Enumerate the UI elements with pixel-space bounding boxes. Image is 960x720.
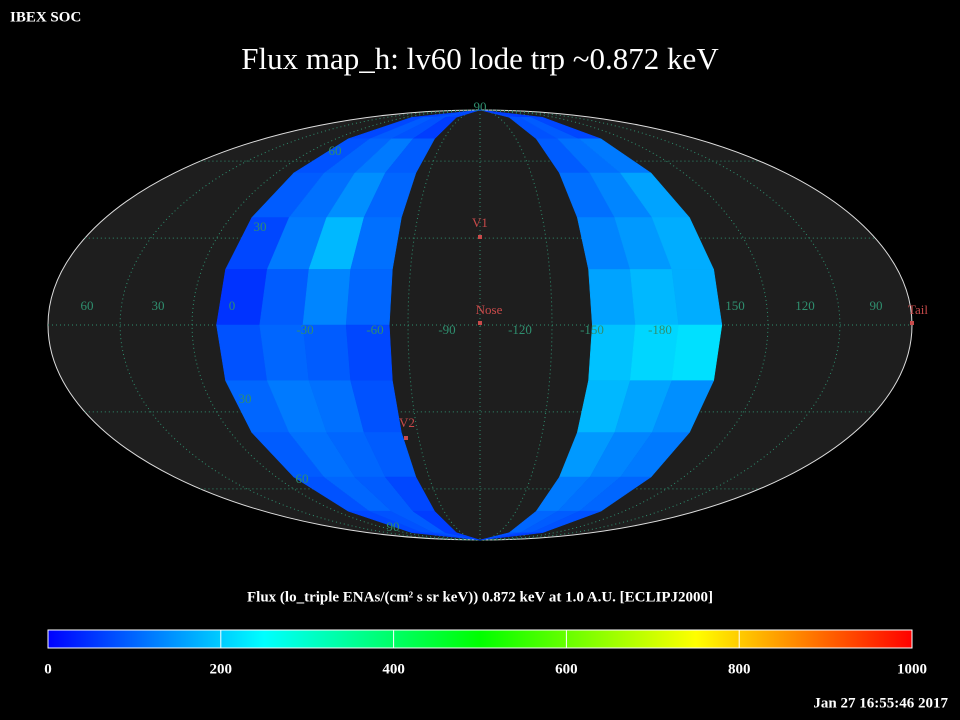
- marker-label: V1: [472, 215, 488, 230]
- flux-cell: [629, 269, 679, 326]
- marker-dot: [910, 321, 914, 325]
- marker-dot: [404, 436, 408, 440]
- flux-cells: [216, 109, 723, 541]
- marker-dot: [478, 321, 482, 325]
- flux-cell: [216, 269, 268, 326]
- longitude-label: -120: [508, 322, 532, 337]
- flux-cell: [216, 324, 268, 381]
- flux-cell: [588, 269, 636, 326]
- colorbar-tick-label: 600: [555, 661, 578, 677]
- marker-label: Tail: [908, 302, 928, 317]
- flux-cell: [671, 324, 723, 381]
- latitude-label: 90: [387, 519, 400, 534]
- marker-label: V2: [399, 415, 415, 430]
- meridian: [479, 109, 553, 541]
- longitude-label: -90: [438, 322, 455, 337]
- graticule-labels: 60 30 0 -30 -60 -90 -120 -150 -180 150 120 90 90 60 30…: [81, 99, 929, 534]
- longitude-label: 90: [870, 298, 883, 313]
- colorbar-label: Flux (lo_triple ENAs/(cm² s sr keV)) 0.8…: [247, 589, 713, 605]
- chart-title: Flux map_h: lv60 lode trp ~0.872 keV: [241, 41, 719, 76]
- longitude-label: -180: [648, 322, 672, 337]
- header: IBEX SOC: [10, 9, 81, 25]
- flux-cell: [479, 532, 543, 541]
- flux-cell: [345, 269, 393, 326]
- flux-cell: [259, 269, 310, 326]
- longitude-label: 120: [795, 298, 815, 313]
- timestamp: Jan 27 16:55:46 2017: [813, 695, 948, 711]
- longitude-label: 0: [229, 298, 236, 313]
- colorbar-tick-label: 800: [728, 661, 751, 677]
- colorbar-tick-label: 400: [382, 661, 405, 677]
- longitude-label: -150: [580, 322, 604, 337]
- marker-dot: [478, 235, 482, 239]
- latitude-label: 30: [254, 219, 267, 234]
- longitude-label: 150: [725, 298, 745, 313]
- latitude-label: 90: [474, 99, 487, 114]
- flux-cell: [445, 532, 481, 541]
- colorbar-axis: 0 200 400 600 800 1000: [44, 630, 927, 677]
- colorbar-tick-label: 0: [44, 661, 52, 677]
- marker-label: Nose: [476, 302, 503, 317]
- flux-cell: [302, 269, 351, 326]
- longitude-label: -30: [296, 322, 313, 337]
- colorbar-tick-label: 200: [210, 661, 233, 677]
- latitude-label: 60: [329, 143, 342, 158]
- colorbar-tick-label: 1000: [897, 661, 927, 677]
- latitude-label: 60: [296, 471, 309, 486]
- colorbar: [47, 629, 913, 649]
- latitude-label: 30: [239, 391, 252, 406]
- longitude-label: 60: [81, 298, 94, 313]
- longitude-label: -60: [366, 322, 383, 337]
- meridian: [407, 109, 481, 541]
- flux-cell: [671, 269, 723, 326]
- longitude-label: 30: [152, 298, 165, 313]
